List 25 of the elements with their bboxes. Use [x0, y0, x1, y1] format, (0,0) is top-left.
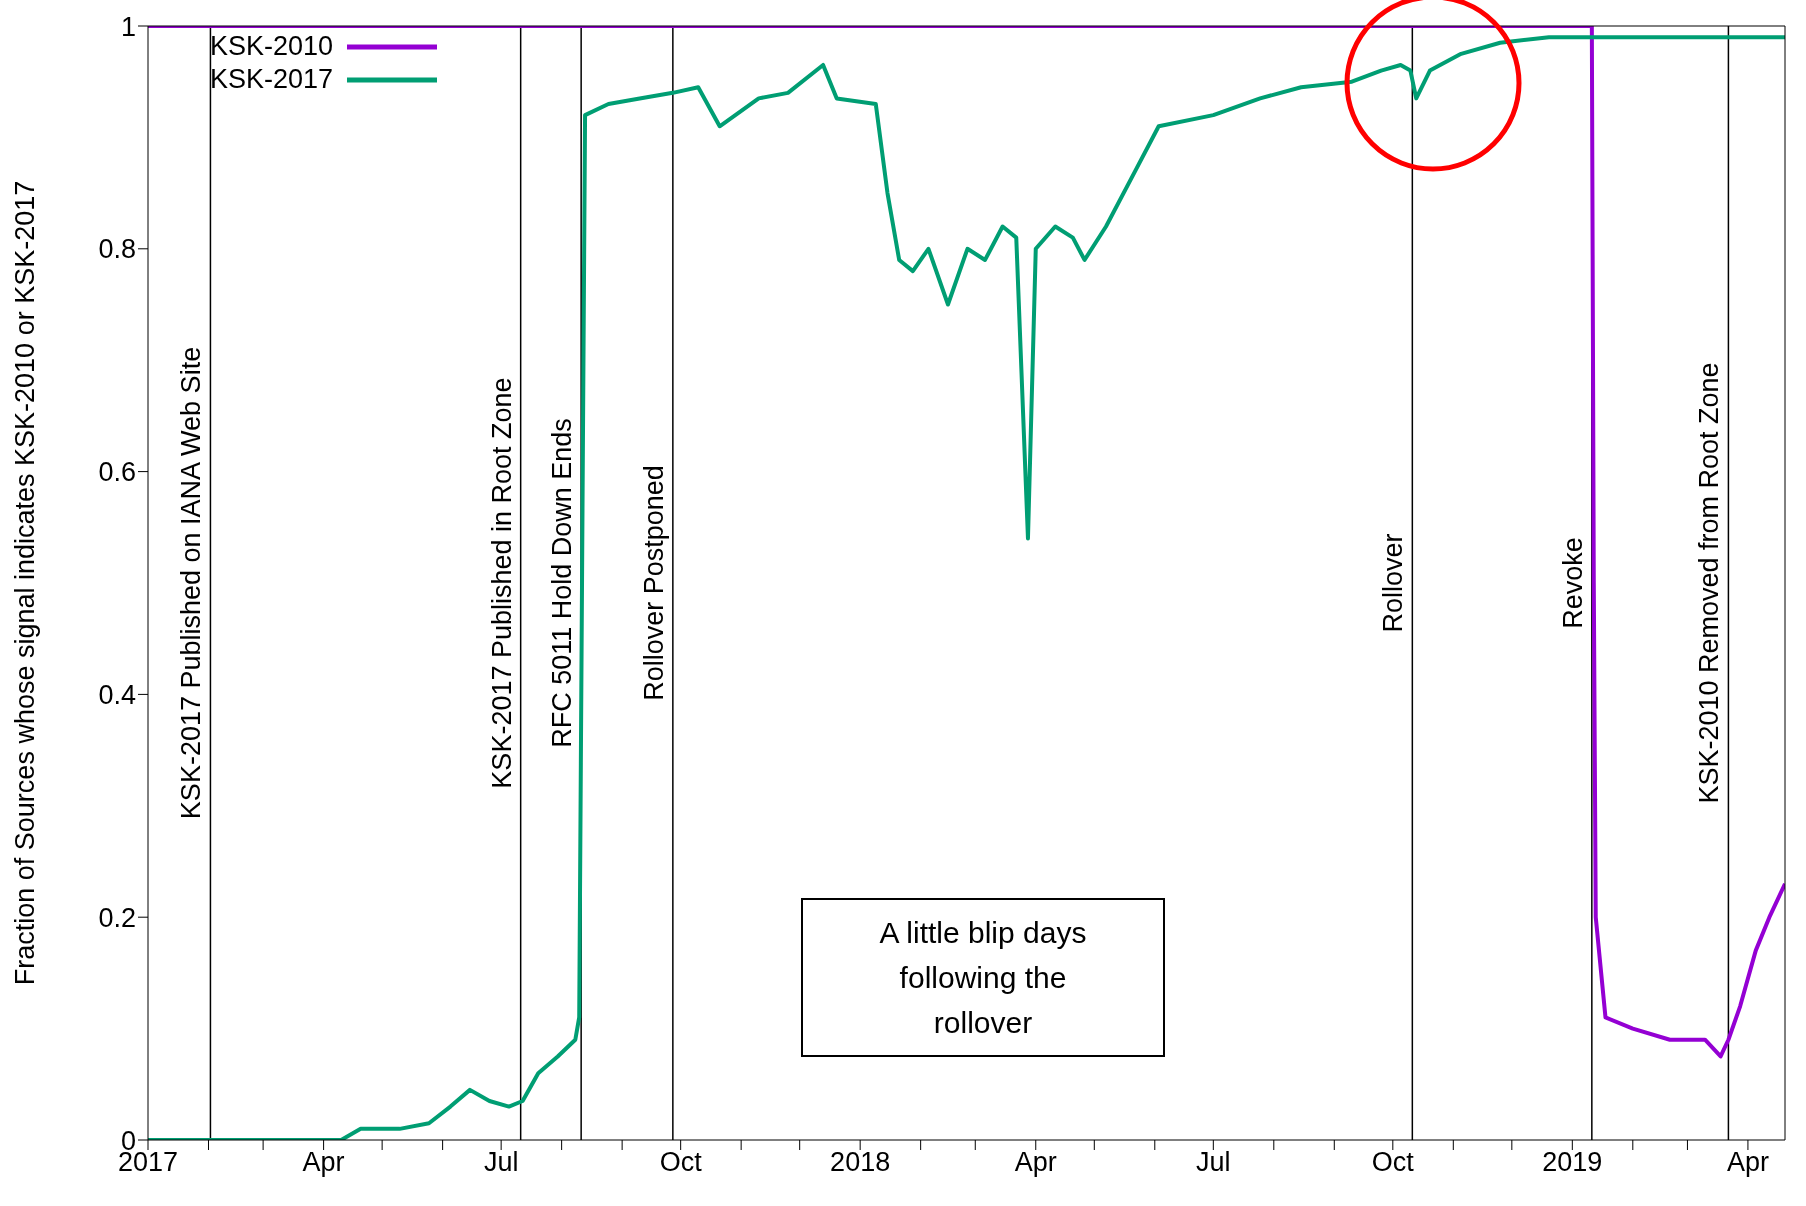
legend-label: KSK-2017: [208, 63, 333, 96]
legend-label: KSK-2010: [208, 30, 333, 63]
ref-line-label: KSK-2010 Removed from Root Zone: [1694, 362, 1725, 804]
x-tick-label: Jul: [1196, 1147, 1231, 1178]
x-tick-label: Jul: [483, 1147, 519, 1178]
x-tick-label: 2018: [830, 1147, 891, 1178]
x-tick-label: Apr: [1726, 1147, 1769, 1178]
y-tick-label: 0.4: [98, 679, 136, 710]
ref-line-label: Revoke: [1557, 537, 1588, 629]
x-tick-label: Apr: [302, 1147, 345, 1178]
y-tick-label: 0.6: [98, 457, 136, 488]
x-tick-label: Apr: [1014, 1147, 1057, 1178]
x-tick-label: Oct: [1371, 1147, 1415, 1178]
x-tick-label: 2019: [1542, 1147, 1603, 1178]
x-tick-label: Oct: [659, 1147, 703, 1178]
ref-line-label: KSK-2017 Published on IANA Web Site: [176, 346, 207, 820]
y-tick-label: 0.8: [98, 234, 136, 265]
ref-line-label: KSK-2017 Published in Root Zone: [486, 377, 517, 789]
y-tick-label: 0.2: [98, 902, 136, 933]
ref-line-label: RFC 5011 Hold Down Ends: [547, 418, 578, 748]
ref-line-label: Rollover: [1378, 533, 1409, 633]
y-tick-label: 1: [120, 11, 136, 42]
annotation: A little blip days following the rollover: [801, 898, 1165, 1057]
ref-line-label: Rollover Postponed: [638, 465, 669, 701]
y-axis-title: Fraction of Sources whose signal indicates KSK-2010 or KSK-2017: [9, 180, 40, 986]
